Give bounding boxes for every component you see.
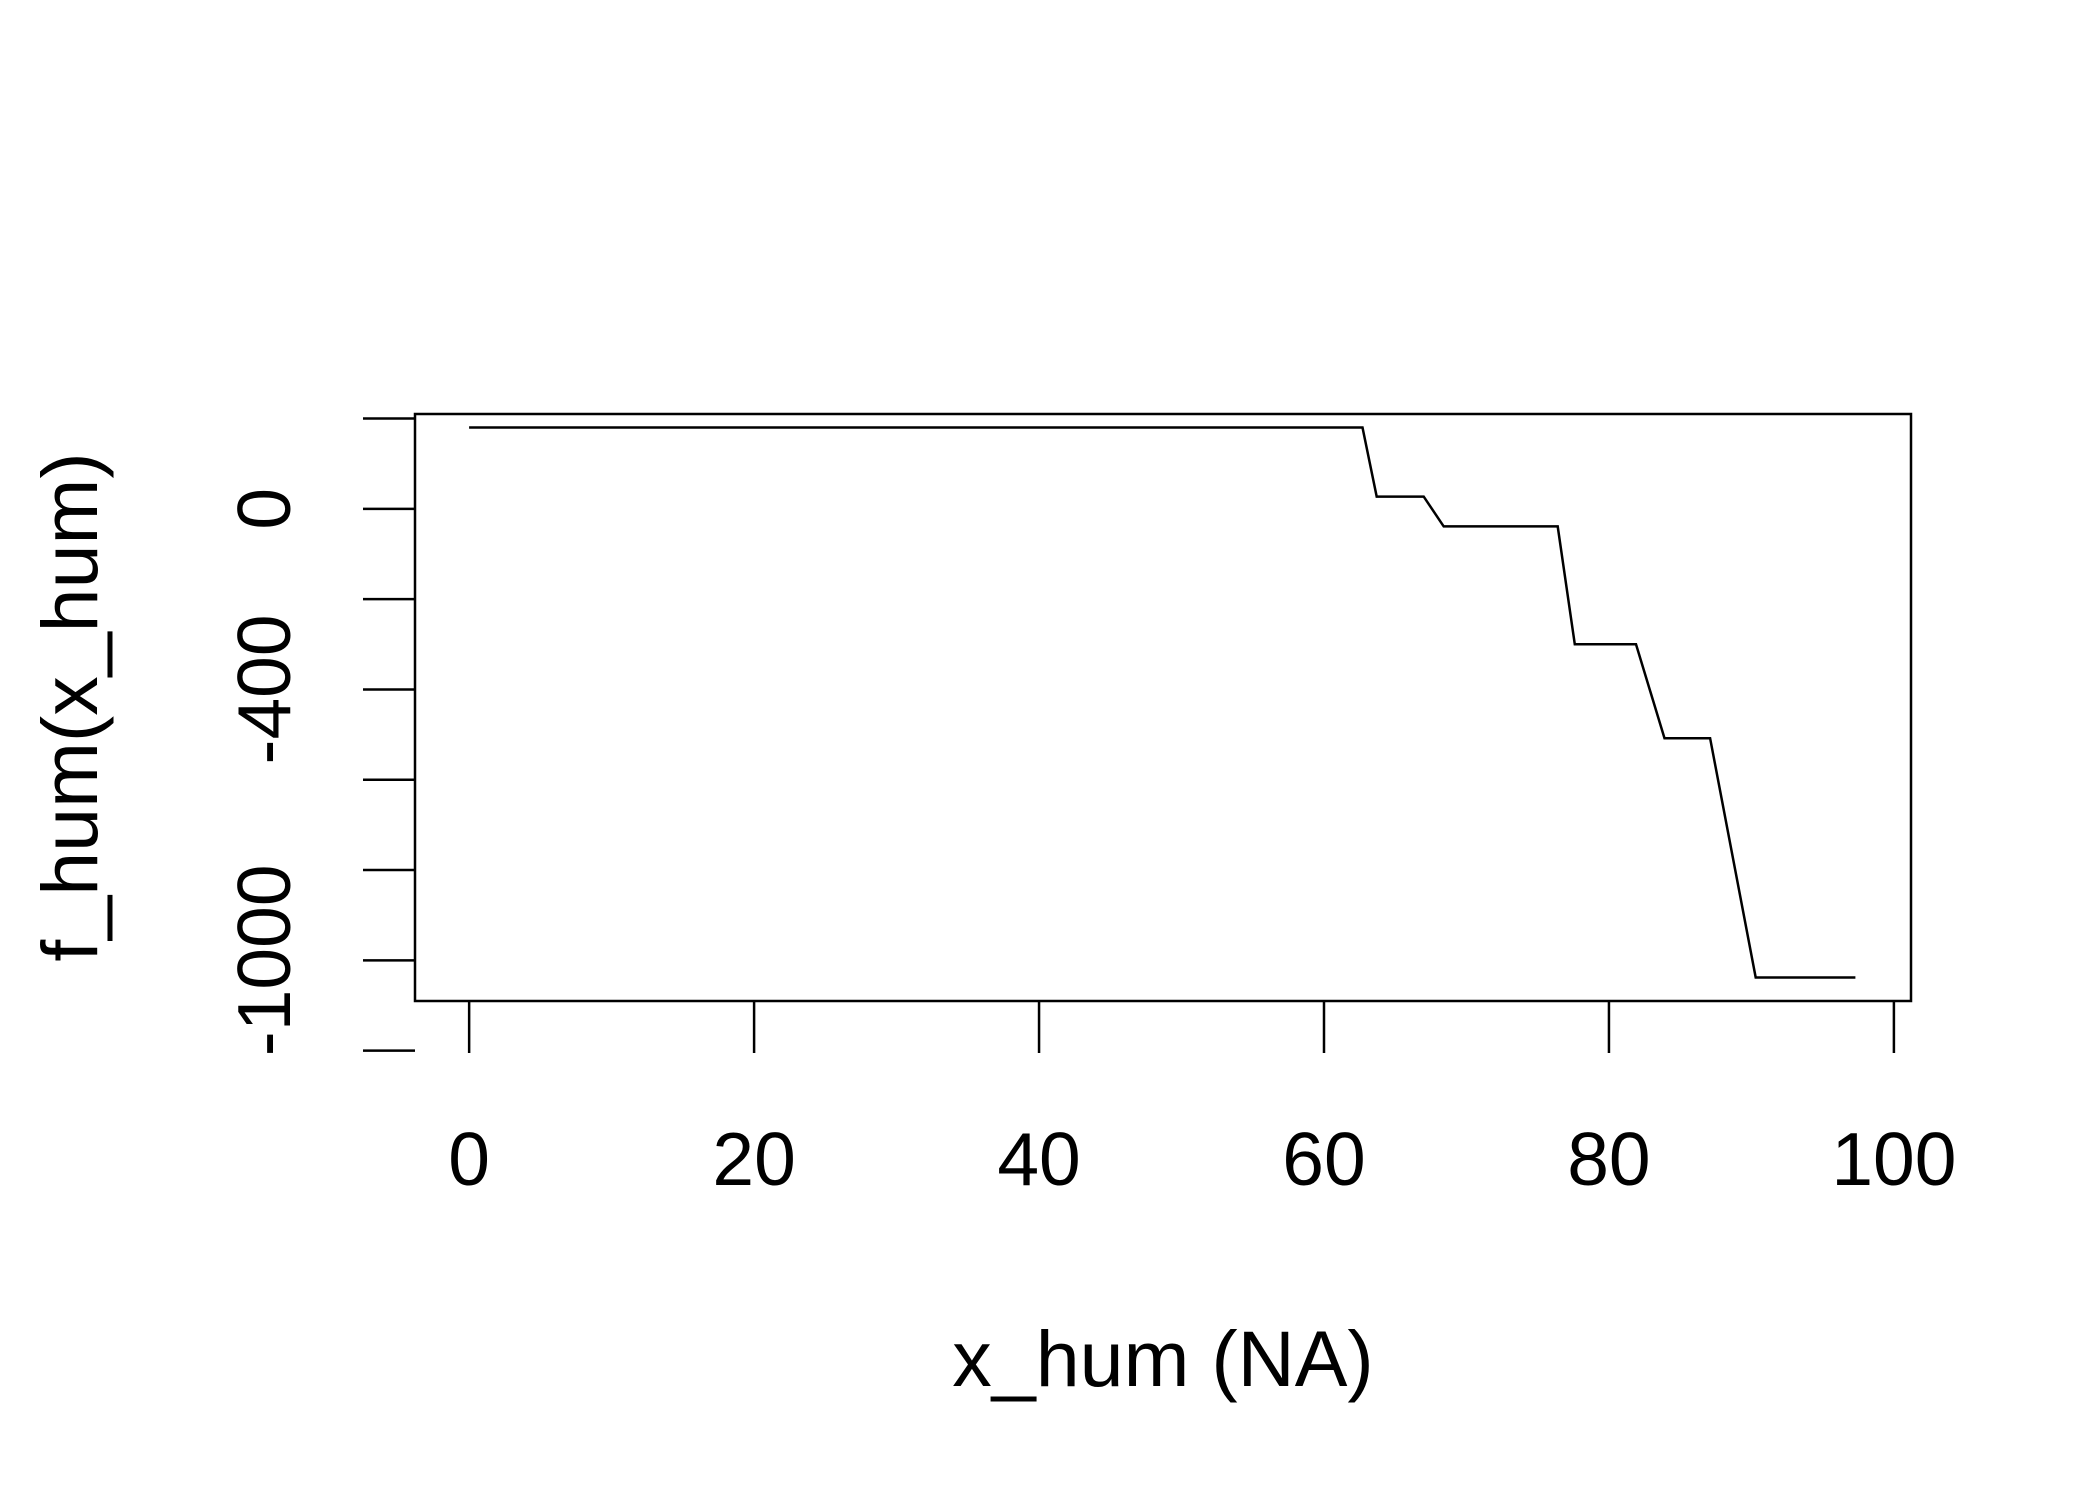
x-tick-label: 0 (448, 1117, 490, 1201)
x-tick-label: 100 (1831, 1117, 1956, 1201)
x-tick-label: 60 (1282, 1117, 1365, 1201)
series-line (469, 426, 1856, 979)
x-tick-label: 80 (1567, 1117, 1650, 1201)
y-tick-label: -1000 (222, 864, 306, 1056)
x-axis: 0 20 40 60 80 100 (448, 1001, 1956, 1201)
plot-frame (413, 412, 1913, 1003)
x-axis-label: x_hum (NA) (952, 1314, 1373, 1403)
y-tick-label: -400 (222, 614, 306, 764)
y-tick-label: 0 (222, 488, 306, 530)
y-axis-label: f_hum(x_hum) (25, 452, 114, 961)
y-axis: -1000 -400 0 (222, 417, 415, 1056)
x-tick-label: 20 (712, 1117, 795, 1201)
x-tick-label: 40 (997, 1117, 1080, 1201)
